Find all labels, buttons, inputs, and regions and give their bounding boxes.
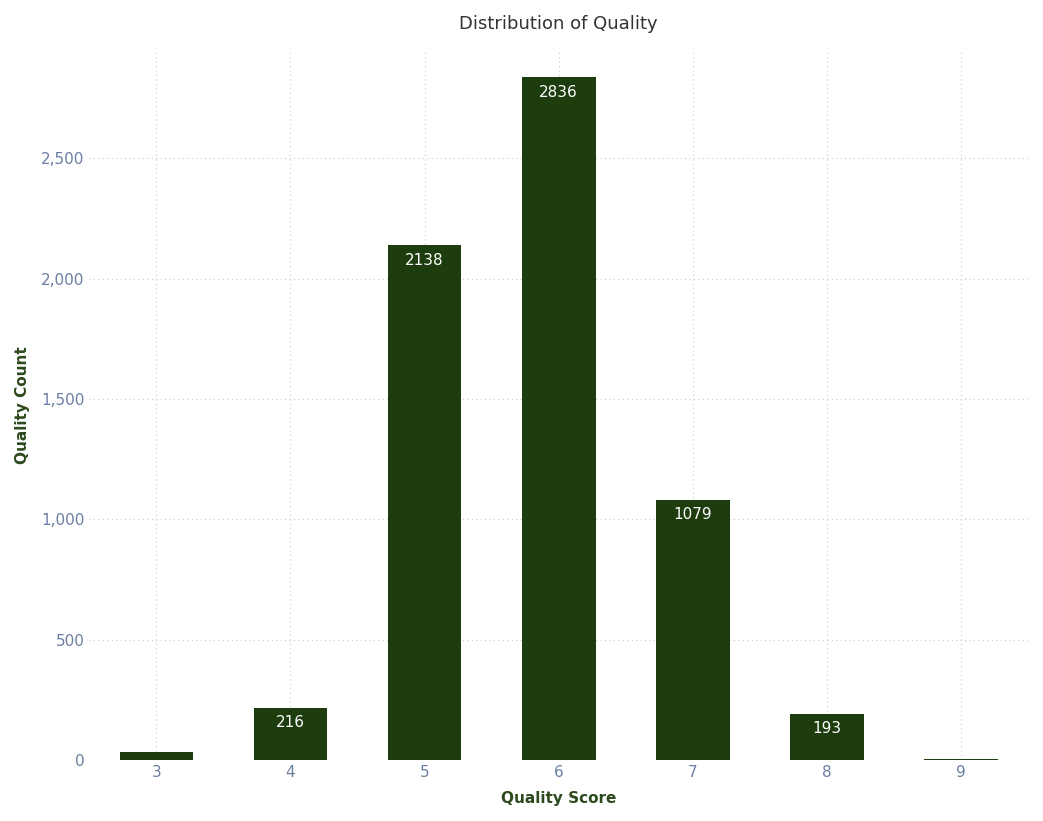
Bar [388, 245, 461, 760]
Bar [120, 751, 193, 760]
Text: 216: 216 [276, 715, 305, 730]
Y-axis label: Quality Count: Quality Count [15, 346, 30, 464]
Text: 2138: 2138 [406, 253, 444, 268]
Bar [924, 759, 998, 760]
Bar [790, 713, 864, 760]
Text: 2836: 2836 [539, 85, 578, 99]
Text: 1079: 1079 [674, 507, 712, 522]
Bar [522, 77, 596, 760]
Bar [253, 708, 328, 760]
Bar [656, 500, 730, 760]
Title: Distribution of Quality: Distribution of Quality [459, 15, 658, 33]
Text: 193: 193 [812, 721, 842, 736]
X-axis label: Quality Score: Quality Score [501, 791, 616, 806]
